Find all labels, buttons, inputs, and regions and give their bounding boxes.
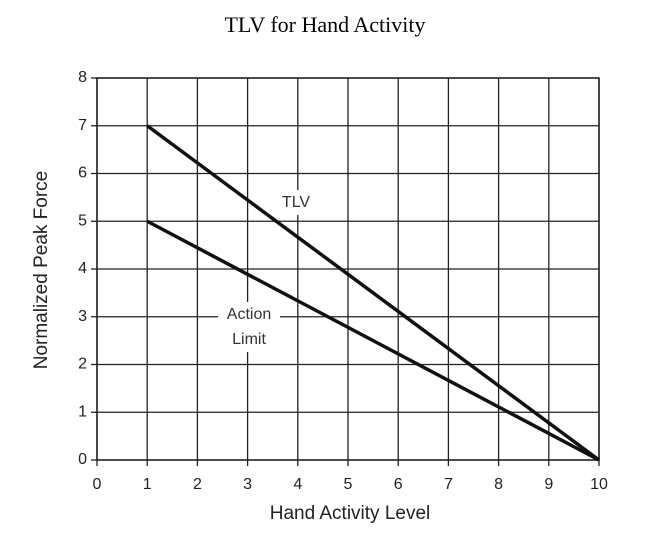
y-tick-label: 0 — [78, 451, 87, 468]
series-label: Action Limit — [218, 302, 280, 352]
x-tick-label: 0 — [93, 476, 102, 493]
y-tick-label: 7 — [78, 117, 87, 134]
y-tick-label: 8 — [78, 69, 87, 86]
series-line — [146, 124, 601, 462]
x-tick-label: 10 — [590, 476, 608, 493]
x-tick-label: 7 — [444, 476, 453, 493]
series-line — [146, 219, 600, 462]
chart-title: TLV for Hand Activity — [224, 12, 425, 37]
x-tick-label: 8 — [494, 476, 503, 493]
x-tick-label: 1 — [143, 476, 152, 493]
series-label: TLV — [276, 190, 316, 215]
x-tick-label: 5 — [344, 476, 353, 493]
x-tick-label: 2 — [193, 476, 202, 493]
y-tick-label: 1 — [78, 403, 87, 420]
x-tick-label: 9 — [544, 476, 553, 493]
x-tick-label: 3 — [243, 476, 252, 493]
y-tick-label: 4 — [78, 260, 87, 277]
y-tick-label: 6 — [78, 165, 87, 182]
y-axis-label: Normalized Peak Force — [31, 171, 52, 370]
y-tick-label: 2 — [78, 356, 87, 373]
x-axis-label: Hand Activity Level — [270, 503, 431, 524]
y-tick-label: 3 — [78, 308, 87, 325]
x-tick-label: 6 — [394, 476, 403, 493]
plot-frame — [96, 77, 600, 461]
y-tick-label: 5 — [78, 212, 87, 229]
x-tick-label: 4 — [293, 476, 302, 493]
